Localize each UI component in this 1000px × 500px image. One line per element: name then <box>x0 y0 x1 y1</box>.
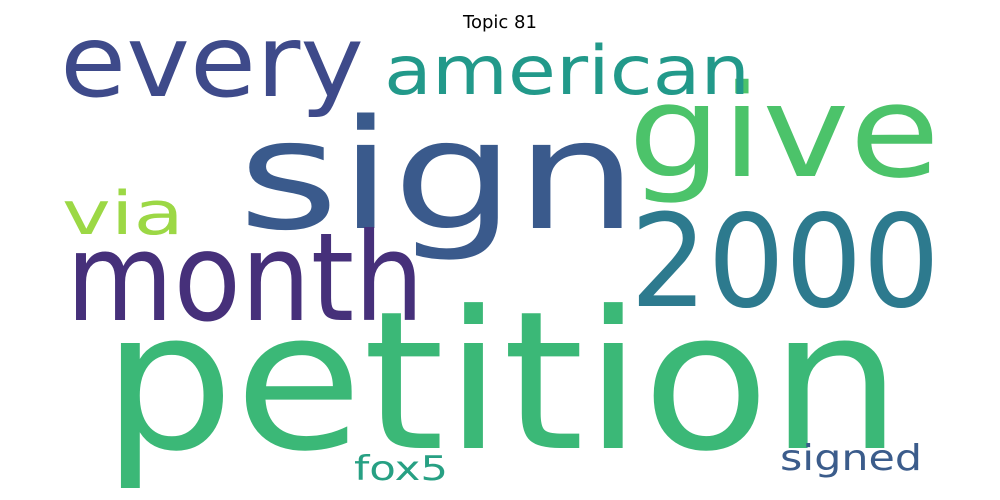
word-petition: petition <box>102 271 902 494</box>
word-every: every <box>60 3 364 120</box>
word-fox5: fox5 <box>354 449 448 489</box>
word-american: american <box>384 32 750 111</box>
word-signed: signed <box>780 438 922 479</box>
word-sign: sign <box>238 87 638 264</box>
word-give: give <box>628 58 940 207</box>
word-via: via <box>62 179 184 249</box>
word-month: month <box>66 207 424 349</box>
word-2000: 2000 <box>630 188 940 337</box>
chart-title: Topic 81 <box>463 12 537 33</box>
